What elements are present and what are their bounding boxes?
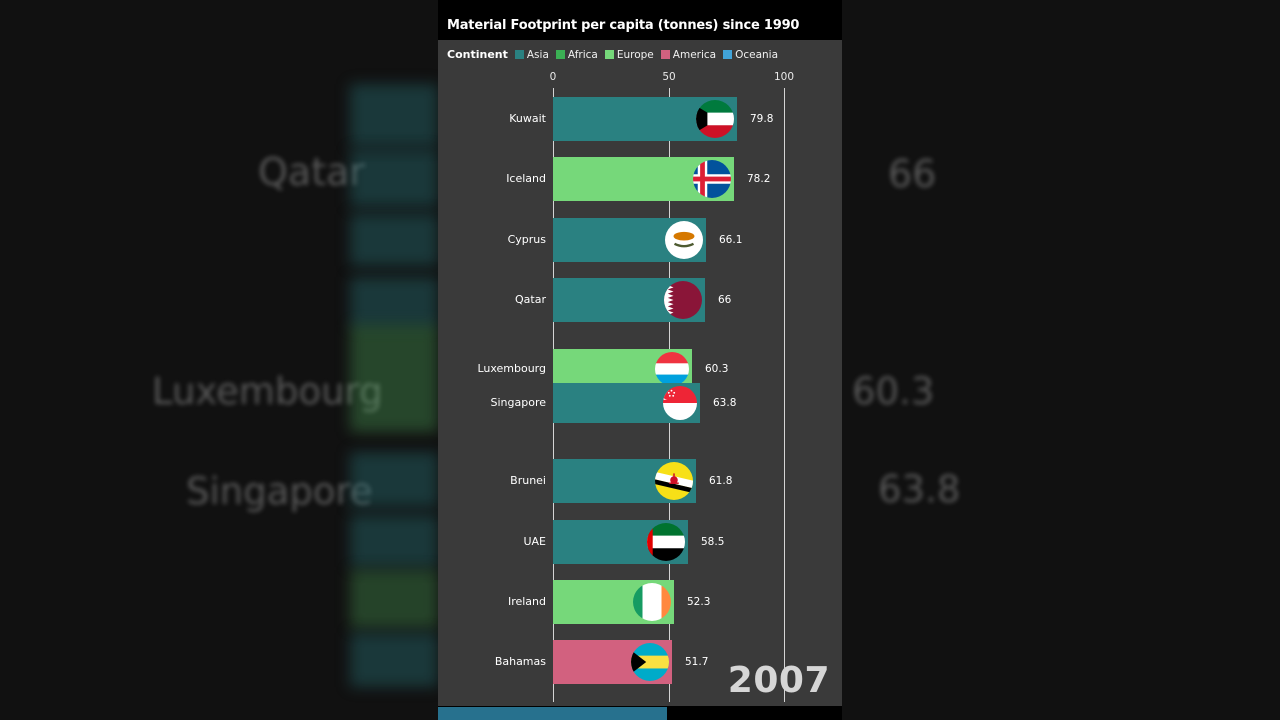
legend-item-africa: Africa [555, 48, 598, 61]
ghost-label-qatar: Qatar [258, 150, 366, 194]
axis-tick-label-50: 50 [662, 71, 676, 83]
legend-swatch-oceania [723, 50, 733, 59]
ghost-bar-1 [350, 150, 438, 207]
country-label-iceland: Iceland [506, 172, 546, 185]
value-label-uae: 58.5 [701, 536, 725, 548]
ghost-label-63-8: 63.8 [878, 468, 961, 511]
country-label-cyprus: Cyprus [507, 233, 546, 246]
legend-label-asia: Asia [526, 48, 549, 61]
chart-panel: Material Footprint per capita (tonnes) s… [438, 0, 842, 720]
legend-item-america: America [660, 48, 717, 61]
ghost-bar-7 [350, 570, 438, 628]
flag-icon-brunei [655, 462, 693, 500]
flag-icon-bahamas [631, 643, 669, 681]
flag-icon-qatar [664, 281, 702, 319]
value-label-qatar: 66 [718, 294, 732, 306]
legend-swatch-africa [555, 50, 565, 59]
country-label-brunei: Brunei [510, 474, 546, 487]
value-label-cyprus: 66.1 [719, 234, 743, 246]
legend-label-africa: Africa [567, 48, 598, 61]
flag-icon-luxembourg [655, 352, 689, 386]
legend-item-oceania: Oceania [723, 49, 778, 61]
country-label-ireland: Ireland [507, 595, 546, 608]
flag-icon-iceland [693, 160, 731, 198]
country-label-luxembourg: Luxembourg [477, 362, 546, 375]
axis-tick-label-0: 0 [549, 71, 557, 83]
value-label-brunei: 61.8 [709, 475, 733, 487]
flag-icon-kuwait [696, 100, 734, 138]
chart-title: Material Footprint per capita (tonnes) s… [447, 18, 800, 33]
bottom-blur-bar [438, 707, 667, 720]
ghost-label-66: 66 [888, 152, 937, 196]
ghost-bar-4 [350, 325, 438, 432]
continent-legend: Continent Asia Africa Europe America Oceania [447, 48, 778, 61]
country-label-qatar: Qatar [515, 293, 546, 306]
ghost-label-luxembourg: Luxembourg [152, 370, 383, 413]
ghost-bar-8 [350, 633, 438, 687]
country-label-uae: UAE [523, 535, 546, 548]
background-right-letterbox: 66 60.3 63.8 [842, 0, 1280, 720]
legend-label-europe: Europe [616, 48, 654, 61]
ghost-bar-2 [350, 214, 438, 266]
axis-tick-label-100: 100 [773, 71, 795, 83]
legend-swatch-america [660, 50, 670, 59]
ghost-label-singapore: Singapore [186, 470, 373, 513]
flag-icon-cyprus [665, 221, 703, 259]
year-label: 2007 [727, 660, 830, 701]
legend-label-america: America [672, 48, 717, 61]
legend-items: Asia Africa Europe America Oceania [514, 48, 778, 61]
ghost-bar-6 [350, 515, 438, 567]
ghost-label-60-3: 60.3 [852, 370, 935, 413]
ghost-bar-3 [350, 277, 438, 327]
legend-label-oceania: Oceania [735, 48, 779, 61]
value-label-kuwait: 79.8 [750, 113, 774, 125]
value-label-bahamas: 51.7 [685, 656, 709, 668]
flag-icon-singapore [663, 386, 697, 420]
flag-icon-uae [647, 523, 685, 561]
legend-swatch-asia [514, 50, 524, 59]
flag-icon-ireland [633, 583, 671, 621]
value-label-luxembourg: 60.3 [705, 363, 729, 375]
background-left-letterbox: Qatar Luxembourg Singapore [0, 0, 438, 720]
country-label-singapore: Singapore [490, 396, 547, 409]
ghost-bar-0 [350, 84, 438, 146]
value-label-iceland: 78.2 [747, 173, 771, 185]
country-label-bahamas: Bahamas [494, 655, 546, 668]
gridline-100 [784, 88, 785, 702]
country-label-kuwait: Kuwait [509, 112, 546, 125]
value-label-singapore: 63.8 [713, 397, 737, 409]
legend-item-europe: Europe [604, 48, 654, 61]
legend-swatch-europe [604, 50, 614, 59]
plot-area: 0 50 100 Kuwait 79.8 Iceland 78.2 Cyprus 66.1 Qat… [438, 0, 842, 720]
legend-title: Continent [447, 48, 508, 61]
value-label-ireland: 52.3 [687, 596, 711, 608]
legend-item-asia: Asia [514, 48, 549, 61]
ghost-bar-5 [350, 452, 438, 507]
